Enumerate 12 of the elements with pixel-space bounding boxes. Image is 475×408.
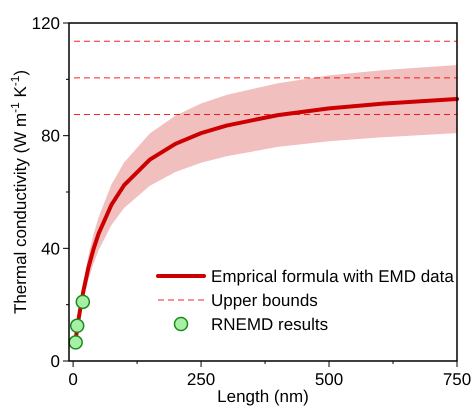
y-tick-label: 40 — [41, 239, 60, 258]
legend-label: Emprical formula with EMD data — [211, 267, 454, 286]
x-tick-label: 0 — [68, 370, 78, 389]
x-axis-title: Length (nm) — [217, 387, 309, 406]
y-tick-label: 80 — [41, 126, 60, 146]
y-tick-label: 0 — [50, 352, 60, 371]
x-tick-label: 750 — [442, 370, 472, 389]
x-tick-label: 500 — [314, 370, 344, 389]
legend-label: RNEMD results — [211, 315, 328, 334]
legend-label: Upper bounds — [211, 291, 318, 310]
x-tick-label: 250 — [186, 370, 216, 389]
y-tick-label: 120 — [32, 14, 60, 33]
